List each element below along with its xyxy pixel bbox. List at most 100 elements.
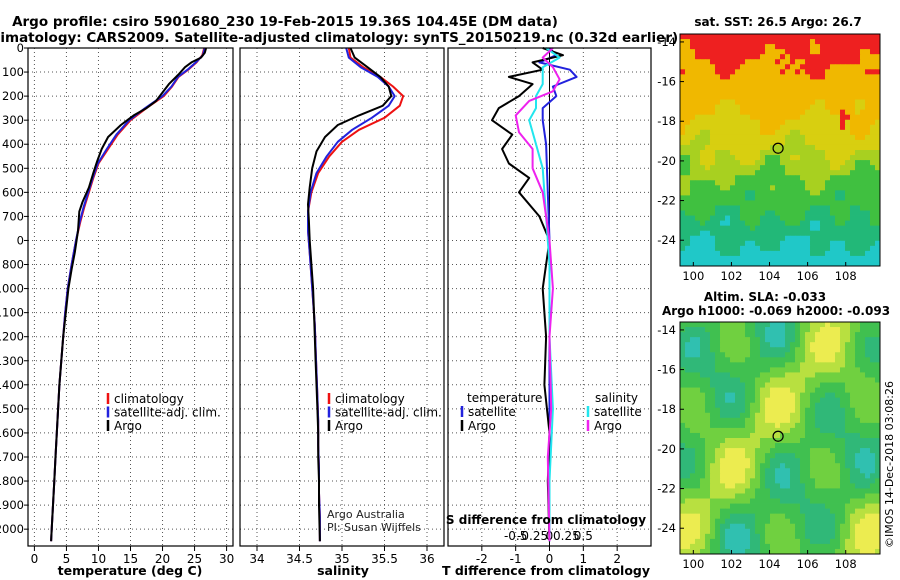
map-cell — [725, 453, 731, 459]
map-cell — [850, 240, 856, 247]
map-cell — [785, 478, 791, 484]
map-cell — [775, 34, 781, 40]
map-cell — [740, 377, 746, 383]
map-cell — [755, 478, 761, 484]
map-cell — [855, 225, 861, 232]
map-cell — [875, 54, 881, 60]
map-cell — [825, 438, 831, 444]
map-cell — [815, 392, 821, 399]
map-cell — [825, 165, 831, 171]
map-cell — [875, 402, 881, 409]
map-cell — [705, 49, 711, 55]
map-cell — [810, 372, 816, 378]
map-cell — [780, 220, 786, 227]
map-cell — [860, 342, 866, 348]
map-cell — [870, 332, 876, 338]
map-cell — [765, 327, 771, 333]
map-cell — [775, 523, 781, 530]
credit-line2: PI: Susan Wijffels — [327, 521, 421, 534]
map-cell — [775, 483, 781, 489]
map-cell — [800, 528, 806, 535]
map-cell — [705, 417, 711, 424]
map-cell — [800, 367, 806, 373]
map-cell — [715, 250, 721, 257]
map-cell — [740, 533, 746, 540]
map-cell — [755, 508, 761, 515]
map-cell — [790, 139, 796, 146]
map-cell — [720, 372, 726, 378]
map-cell — [695, 160, 701, 166]
map-cell — [825, 397, 831, 404]
map-cell — [700, 508, 706, 515]
map-cell — [840, 64, 846, 70]
map-cell — [790, 54, 796, 60]
map-cell — [855, 220, 861, 227]
map-cell — [745, 352, 751, 358]
map-cell — [700, 453, 706, 459]
map-cell — [780, 362, 786, 368]
map-cell — [710, 322, 716, 328]
map-cell — [770, 34, 776, 40]
map-cell — [820, 543, 826, 550]
map-cell — [785, 69, 791, 75]
map-cell — [800, 458, 806, 464]
map-cell — [690, 523, 696, 530]
map-cell — [680, 518, 686, 525]
map-cell — [710, 337, 716, 343]
map-cell — [840, 327, 846, 333]
map-cell — [765, 498, 771, 504]
map-cell — [820, 185, 826, 191]
map-cell — [870, 104, 876, 111]
map-cell — [770, 468, 776, 474]
map-cell — [820, 337, 826, 343]
map-cell — [720, 200, 726, 206]
map-cell — [775, 119, 781, 126]
map-cell — [835, 372, 841, 378]
map-cell — [865, 150, 871, 156]
map-cell — [775, 412, 781, 419]
map-cell — [805, 185, 811, 191]
map-cell — [700, 367, 706, 373]
map-cell — [865, 392, 871, 399]
map-cell — [810, 342, 816, 348]
map-cell — [840, 548, 846, 555]
map-cell — [790, 34, 796, 40]
map-cell — [870, 205, 876, 211]
map-cell — [810, 357, 816, 363]
map-cell — [685, 129, 691, 136]
map-cell — [695, 392, 701, 399]
map-cell — [815, 327, 821, 333]
map-cell — [735, 548, 741, 555]
map-cell — [755, 114, 761, 121]
map-cell — [700, 39, 706, 45]
map-cell — [825, 332, 831, 338]
map-cell — [740, 255, 746, 262]
map-cell — [830, 139, 836, 146]
map-cell — [840, 508, 846, 515]
map-cell — [700, 34, 706, 40]
map-cell — [815, 215, 821, 222]
map-cell — [850, 84, 856, 90]
map-cell — [820, 493, 826, 499]
map-cell — [705, 387, 711, 394]
map-cell — [875, 362, 881, 368]
map-cell — [855, 417, 861, 424]
map-cell — [850, 44, 856, 50]
map-cell — [845, 235, 851, 242]
map-cell — [845, 493, 851, 499]
map-cell — [805, 342, 811, 348]
map-cell — [825, 432, 831, 439]
map-cell — [825, 448, 831, 454]
map-cell — [875, 463, 881, 469]
map-cell — [875, 332, 881, 338]
map-cell — [790, 44, 796, 50]
map-cell — [830, 255, 836, 262]
map-cell — [765, 134, 771, 141]
map-cell — [700, 185, 706, 191]
map-cell — [745, 165, 751, 171]
map-cell — [855, 79, 861, 85]
map-cell — [725, 129, 731, 136]
map-cell — [710, 342, 716, 348]
map-cell — [815, 468, 821, 474]
map-cell — [860, 448, 866, 454]
